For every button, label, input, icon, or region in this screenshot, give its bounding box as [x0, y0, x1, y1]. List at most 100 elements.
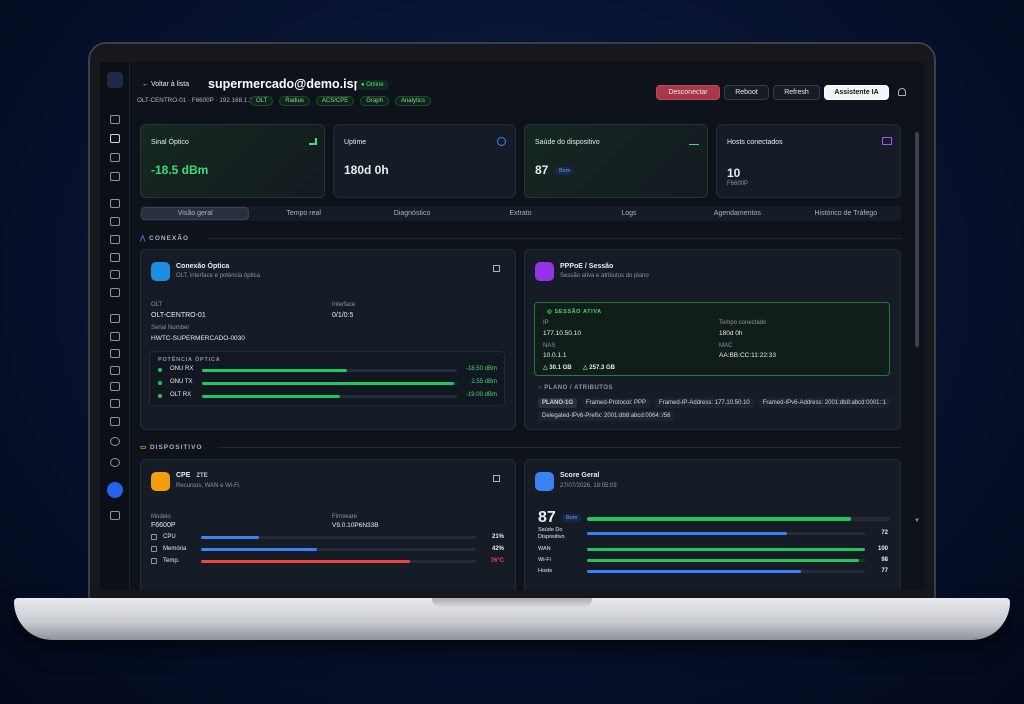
tag[interactable]: ACS/CPE	[315, 96, 355, 106]
avatar[interactable]	[107, 482, 123, 498]
back-link[interactable]: ← Voltar à lista	[142, 81, 190, 88]
panel-title: PPPoE / Sessão	[560, 263, 614, 270]
card-sub: F6600P	[727, 181, 749, 187]
field-value: HWTC-SUPERMERCADO-0030	[151, 335, 245, 342]
nav-icon[interactable]	[110, 270, 120, 279]
score-label: WAN	[538, 546, 551, 552]
tab[interactable]: Extrato	[509, 210, 532, 217]
disconnect-button[interactable]: Desconectar	[656, 85, 720, 100]
cpe-title: CPE	[176, 472, 191, 479]
resource-track	[201, 536, 476, 539]
nav-icon[interactable]	[110, 349, 120, 358]
cpe-panel: CPE ZTE Recursos, WAN e Wi-Fi Modelo F66…	[140, 459, 516, 590]
reboot-button[interactable]: Reboot	[724, 85, 769, 100]
tag[interactable]: OLT	[250, 96, 274, 106]
nav-icon[interactable]	[110, 314, 120, 323]
panel-title: Score Geral	[560, 472, 600, 479]
score-item-value: 72	[881, 530, 888, 536]
power-value: 2.55 dBm	[471, 379, 497, 385]
tab[interactable]: Histórico de Tráfego	[814, 210, 878, 217]
section-text: CONEXÃO	[149, 235, 190, 242]
tab-bar: Visão geral Tempo real Diagnóstico Extra…	[140, 206, 901, 221]
nav-icon[interactable]	[110, 332, 120, 341]
tab[interactable]: Agendamentos	[713, 210, 761, 217]
tab-active[interactable]: Visão geral	[141, 207, 250, 220]
theme-toggle[interactable]	[110, 458, 120, 467]
score-track	[587, 570, 865, 573]
card-badge: Bom	[555, 167, 575, 175]
score-bar	[587, 532, 788, 535]
nav-icon[interactable]	[110, 437, 120, 446]
resource-value: 42%	[491, 546, 504, 552]
panel-icon	[151, 472, 170, 491]
power-label: OLT RX	[170, 392, 192, 398]
logout-icon[interactable]	[110, 511, 120, 520]
card-value: -18.5 dBm	[151, 163, 209, 177]
assistant-button[interactable]: Assistente IA	[824, 85, 889, 100]
open-link[interactable]	[493, 265, 500, 272]
tab[interactable]: Logs	[621, 210, 637, 217]
signal-icon	[309, 138, 317, 145]
resource-track	[201, 560, 476, 563]
upload: △ 257.3 GB	[583, 365, 615, 371]
tag[interactable]: Analytics	[394, 96, 431, 106]
score-label: Hosts	[538, 568, 553, 574]
divider	[208, 238, 901, 239]
score-track	[587, 559, 865, 562]
score-panel: Score Geral 27/07/2026, 18:05:03 87 Bom …	[524, 459, 901, 590]
nav-icon[interactable]	[110, 399, 120, 408]
field-label: Firmware	[332, 514, 357, 520]
stat-card: Sinal Óptico -18.5 dBm	[140, 124, 325, 198]
field-label: Tempo conectado	[719, 320, 767, 326]
power-fill	[202, 395, 340, 398]
nav-icon[interactable]	[110, 366, 120, 375]
dot	[158, 394, 162, 398]
sidebar	[100, 62, 130, 590]
open-link[interactable]	[493, 475, 500, 482]
logo[interactable]	[107, 72, 123, 88]
score-label: Wi-Fi	[538, 557, 551, 563]
score-value: 87	[538, 509, 556, 526]
resource-bar	[201, 548, 317, 551]
attribute: PLANO-1G	[538, 398, 578, 408]
session-box: ◎ SESSÃO ATIVA IP 177.10.50.10 Tempo con…	[534, 302, 890, 376]
resource-bar	[201, 536, 259, 539]
nav-icon[interactable]	[110, 199, 120, 208]
panel-icon	[535, 472, 554, 491]
resource-icon	[151, 546, 157, 552]
field-value: 10.0.1.1	[543, 352, 567, 359]
attribute: Delegated-IPv6-Prefix: 2001:db8:abcd:006…	[538, 411, 675, 421]
laptop-notch	[432, 598, 592, 607]
nav-icon[interactable]	[110, 288, 120, 297]
panel-title: CPE ZTE	[176, 472, 208, 479]
resource-track	[201, 548, 476, 551]
score-track	[587, 517, 890, 521]
score-item-value: 77	[881, 568, 888, 574]
nav-icon[interactable]	[110, 134, 120, 143]
section-text: DISPOSITIVO	[149, 444, 203, 451]
nav-icon[interactable]	[110, 217, 120, 226]
tag[interactable]: Graph	[360, 96, 389, 106]
scroll-arrow[interactable]: ▼	[914, 518, 920, 524]
resource-icon	[151, 558, 157, 564]
resource-icon	[151, 534, 157, 540]
nav-icon[interactable]	[110, 417, 120, 426]
tag[interactable]: Radius	[279, 96, 310, 106]
tab[interactable]: Tempo real	[286, 210, 321, 217]
power-label: ONU TX	[170, 379, 193, 385]
refresh-button[interactable]: Refresh	[773, 85, 820, 100]
nav-icon[interactable]	[110, 115, 120, 124]
tab[interactable]: Diagnóstico	[393, 210, 431, 217]
pulse-icon	[689, 138, 699, 145]
notifications-icon[interactable]	[898, 88, 906, 96]
nav-icon[interactable]	[110, 153, 120, 162]
nav-icon[interactable]	[110, 172, 120, 181]
section-title: ⋀ CONEXÃO	[140, 235, 190, 242]
status-text: Online	[366, 82, 384, 88]
nav-icon[interactable]	[110, 235, 120, 244]
nav-icon[interactable]	[110, 382, 120, 391]
scrollbar[interactable]	[915, 132, 919, 347]
field-label: OLT	[151, 302, 163, 308]
nav-icon[interactable]	[110, 253, 120, 262]
field-label: Interface	[332, 302, 356, 308]
